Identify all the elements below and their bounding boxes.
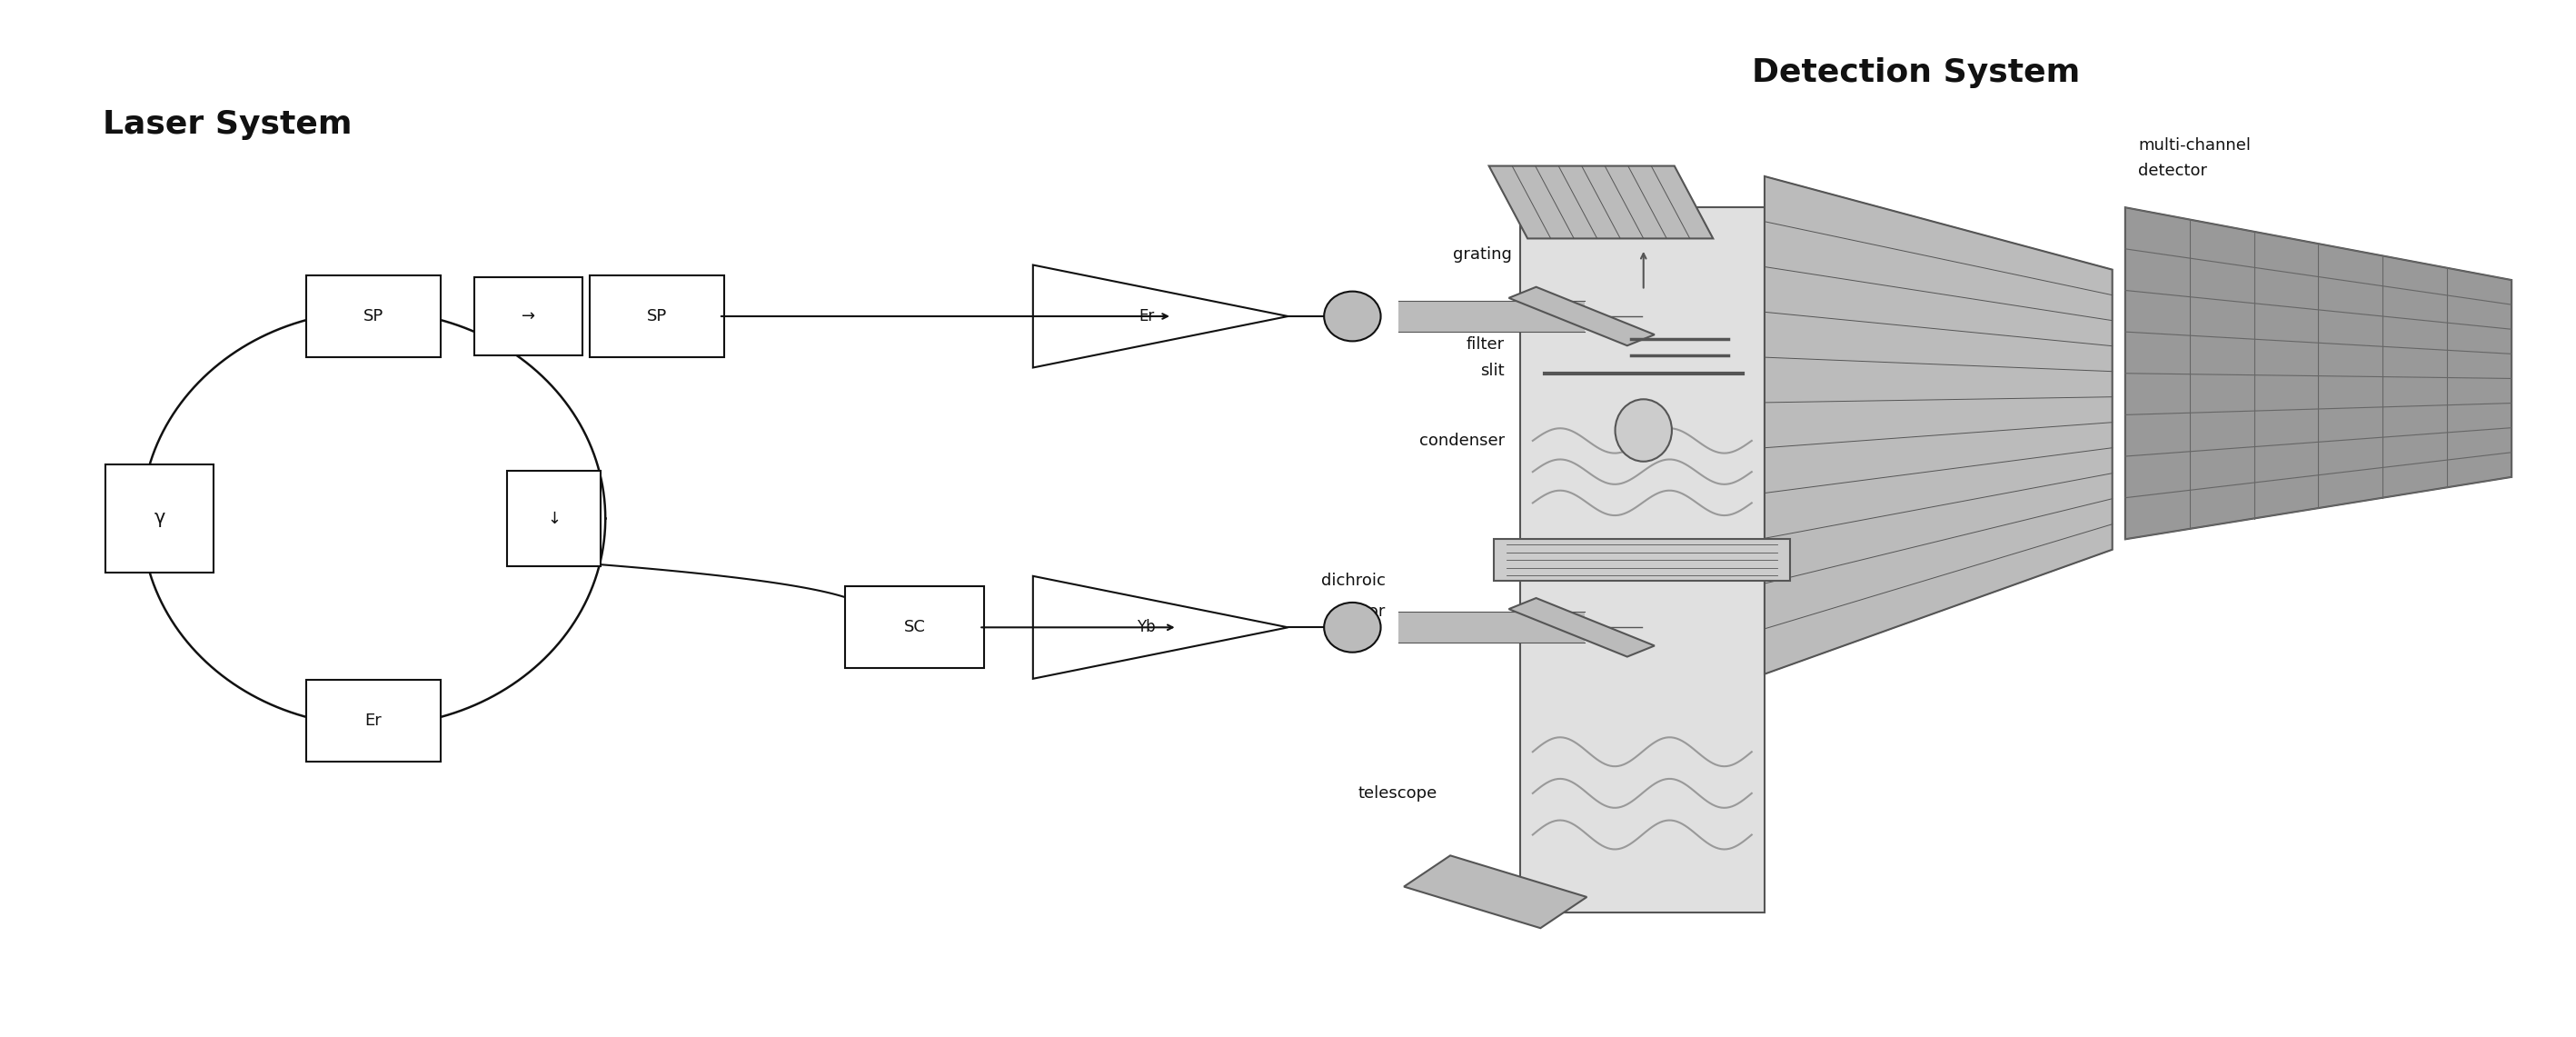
Text: telescope: telescope bbox=[1358, 785, 1437, 802]
Polygon shape bbox=[1404, 856, 1587, 928]
Text: Yb: Yb bbox=[1136, 619, 1157, 636]
Ellipse shape bbox=[1324, 602, 1381, 652]
Polygon shape bbox=[1489, 166, 1713, 239]
Ellipse shape bbox=[1324, 291, 1381, 341]
Text: grating: grating bbox=[1453, 246, 1512, 262]
FancyBboxPatch shape bbox=[507, 471, 600, 566]
Text: detector: detector bbox=[2138, 163, 2208, 179]
FancyBboxPatch shape bbox=[1399, 612, 1584, 643]
Ellipse shape bbox=[1615, 399, 1672, 461]
Text: Detection System: Detection System bbox=[1752, 57, 2079, 88]
FancyBboxPatch shape bbox=[1399, 301, 1584, 332]
Text: multi-channel: multi-channel bbox=[2138, 137, 2251, 153]
FancyBboxPatch shape bbox=[1520, 207, 1765, 913]
Text: Laser System: Laser System bbox=[103, 109, 353, 140]
Polygon shape bbox=[1510, 598, 1654, 656]
FancyBboxPatch shape bbox=[307, 680, 440, 761]
Text: filter: filter bbox=[1466, 336, 1504, 353]
FancyBboxPatch shape bbox=[474, 277, 582, 356]
Polygon shape bbox=[1033, 577, 1288, 678]
FancyBboxPatch shape bbox=[590, 276, 724, 357]
Polygon shape bbox=[2125, 207, 2512, 539]
Polygon shape bbox=[1765, 176, 2112, 674]
Polygon shape bbox=[1510, 287, 1654, 345]
Text: SP: SP bbox=[647, 308, 667, 325]
Text: slit: slit bbox=[1481, 363, 1504, 380]
FancyBboxPatch shape bbox=[106, 465, 214, 572]
FancyBboxPatch shape bbox=[1494, 539, 1790, 581]
FancyBboxPatch shape bbox=[845, 586, 984, 668]
Text: →: → bbox=[520, 308, 536, 325]
FancyBboxPatch shape bbox=[307, 276, 440, 357]
Text: Er: Er bbox=[1139, 308, 1154, 325]
Text: condenser: condenser bbox=[1419, 432, 1504, 449]
Text: dichroic: dichroic bbox=[1321, 572, 1386, 589]
Text: SP: SP bbox=[363, 308, 384, 325]
Text: γ: γ bbox=[155, 509, 165, 528]
Text: mirror: mirror bbox=[1334, 604, 1386, 620]
Text: SC: SC bbox=[904, 619, 925, 636]
Text: ↓: ↓ bbox=[546, 510, 562, 527]
Polygon shape bbox=[1033, 265, 1288, 368]
Text: flow cell: flow cell bbox=[1522, 552, 1589, 568]
Text: Er: Er bbox=[366, 712, 381, 729]
